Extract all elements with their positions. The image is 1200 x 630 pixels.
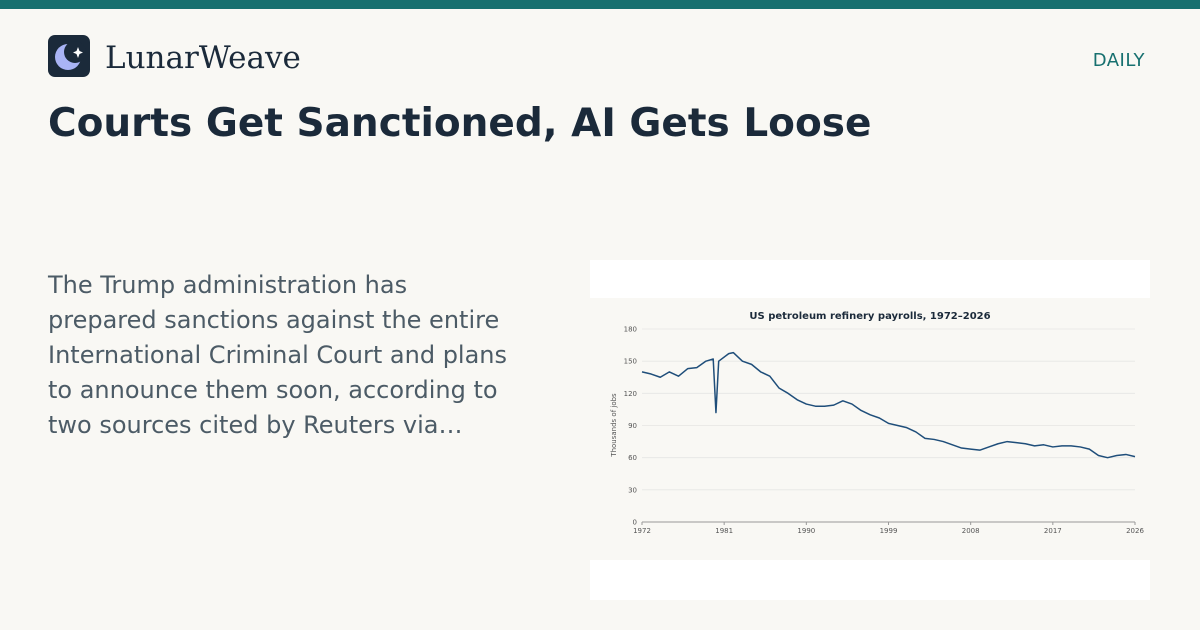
y-tick-label: 90 (628, 422, 637, 430)
y-axis-label: Thousands of jobs (610, 393, 618, 458)
x-tick-label: 1990 (797, 527, 815, 535)
summary: The Trump administration has prepared sa… (48, 271, 508, 439)
top-bar (0, 0, 1200, 9)
line (641, 351, 1136, 459)
x-tick-label: 2008 (962, 527, 980, 535)
y-tick-label: 0 (633, 519, 637, 527)
logo (48, 35, 90, 77)
brand: LunarWeave (105, 40, 301, 76)
chart-background (590, 298, 1150, 560)
y-tick-label: 120 (624, 390, 637, 398)
x-tick-label: 2026 (1126, 527, 1144, 535)
x-tick-label: 2017 (1044, 527, 1062, 535)
x-tick-label: 1999 (880, 527, 898, 535)
chart: US petroleum refinery payrolls, 1972–202… (590, 260, 1150, 600)
y-tick-label: 180 (624, 326, 637, 334)
y-tick-label: 150 (624, 358, 637, 366)
edition: DAILY (1092, 50, 1145, 71)
y-tick-label: 60 (628, 454, 637, 462)
chart-title: US petroleum refinery payrolls, 1972–202… (749, 311, 990, 322)
x-tick-label: 1972 (633, 527, 651, 535)
y-tick-label: 30 (628, 486, 637, 494)
x-tick-label: 1981 (715, 527, 733, 535)
headline: Courts Get Sanctioned, AI Gets Loose (48, 101, 872, 146)
